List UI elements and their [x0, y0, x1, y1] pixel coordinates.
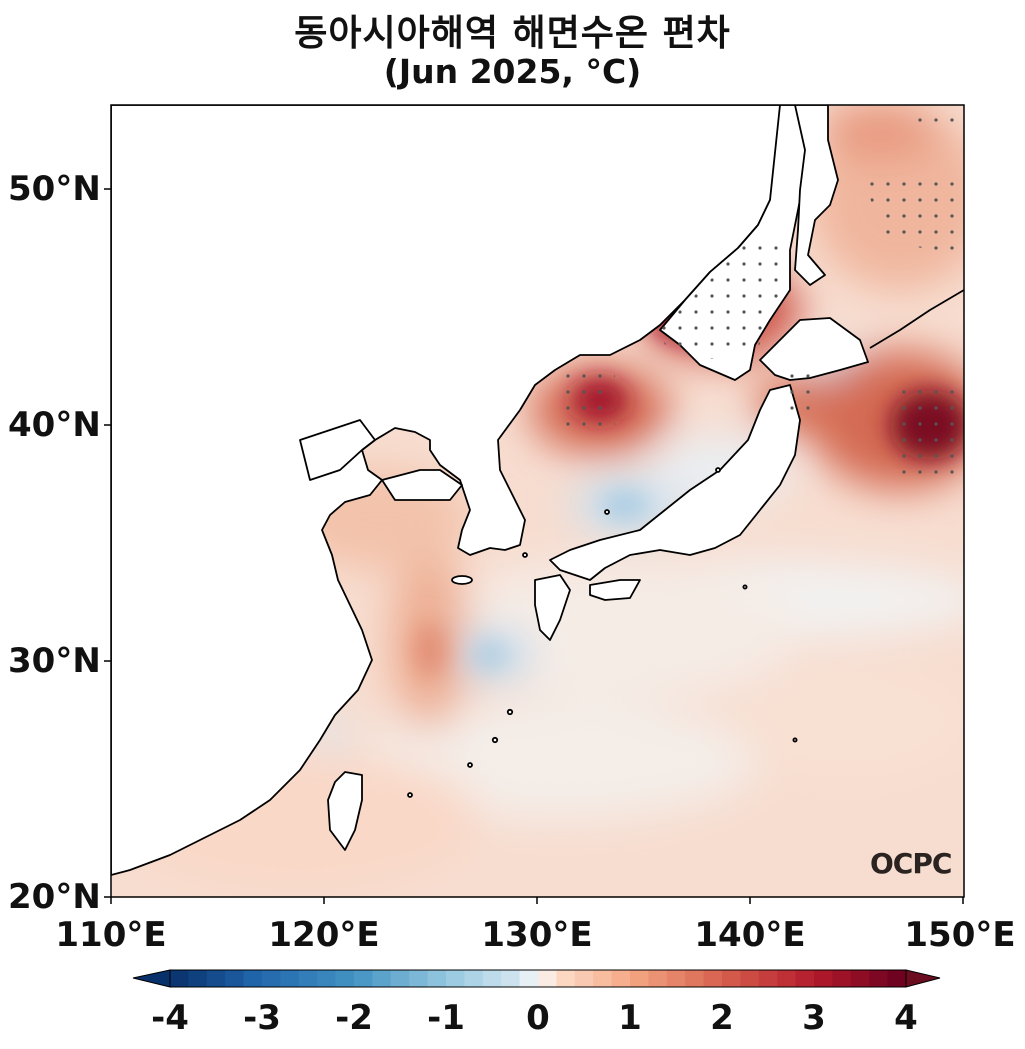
map-title: 동아시아해역 해면수온 편차: [294, 13, 731, 54]
colorbar-cell: [685, 970, 705, 987]
colorbar-cell: [519, 970, 539, 987]
colorbar-cell: [666, 970, 686, 987]
ocpc-logo: OCPC: [870, 847, 952, 880]
colorbar-cell: [832, 970, 852, 987]
colorbar-cell: [758, 970, 778, 987]
colorbar-cell: [574, 970, 594, 987]
colorbar-cell: [262, 970, 281, 987]
colorbar-cell: [556, 970, 576, 987]
colorbar-cell: [188, 970, 208, 987]
colorbar-tick-label: 0: [526, 998, 550, 1038]
colorbar-cell: [409, 970, 429, 987]
colorbar-cell: [648, 970, 668, 987]
colorbar-cell: [593, 970, 613, 987]
colorbar-cell: [538, 970, 557, 987]
lat-tick-label: 50°N: [8, 169, 101, 209]
lon-tick-label: 150°E: [904, 915, 1016, 955]
colorbar-cell: [317, 970, 337, 987]
colorbar-cell: [795, 970, 815, 987]
sst-field: [111, 105, 964, 897]
colorbar-cell: [740, 970, 760, 987]
colorbar-tick-label: -4: [151, 998, 189, 1038]
colorbar-cell: [243, 970, 263, 987]
colorbar-cell: [611, 970, 631, 987]
map-subtitle: (Jun 2025, °C): [383, 52, 642, 91]
lat-tick-label: 20°N: [8, 877, 101, 917]
colorbar-cell: [501, 970, 521, 987]
colorbar-cell: [850, 970, 870, 987]
axis-ticks: [104, 188, 964, 904]
lon-tick-label: 130°E: [481, 915, 593, 955]
colorbar-cell: [482, 970, 502, 987]
colorbar-cell: [464, 970, 484, 987]
lat-tick-label: 40°N: [8, 405, 101, 445]
colorbar-cell: [869, 970, 889, 987]
colorbar-tick-label: 1: [618, 998, 642, 1038]
colorbar-cell: [225, 970, 245, 987]
colorbar-cell: [722, 970, 741, 987]
significance-stippling: [565, 105, 960, 480]
colorbar-cell: [206, 970, 226, 987]
colorbar-tick-label: 4: [894, 998, 918, 1038]
colorbar-tick-label: -1: [427, 998, 465, 1038]
colorbar-cell: [298, 970, 318, 987]
lat-tick-label: 30°N: [8, 641, 101, 681]
colorbar-cell: [427, 970, 447, 987]
lon-tick-label: 120°E: [268, 915, 380, 955]
colorbar-cell: [390, 970, 410, 987]
colorbar-cell: [814, 970, 833, 987]
lon-tick-label: 140°E: [694, 915, 806, 955]
colorbar-tick-label: -2: [335, 998, 373, 1038]
colorbar-cell: [170, 970, 189, 987]
colorbar-tick-label: 2: [710, 998, 734, 1038]
colorbar: [132, 969, 941, 988]
colorbar-cell: [446, 970, 465, 987]
lon-tick-label: 110°E: [55, 915, 167, 955]
colorbar-tick-label: -3: [243, 998, 281, 1038]
colorbar-cell: [703, 970, 723, 987]
colorbar-tick-label: 3: [802, 998, 826, 1038]
colorbar-cell: [630, 970, 649, 987]
colorbar-cell: [372, 970, 392, 987]
colorbar-cell: [777, 970, 797, 987]
colorbar-cell: [335, 970, 355, 987]
colorbar-cell: [280, 970, 300, 987]
colorbar-cell: [354, 970, 373, 987]
colorbar-cell: [887, 970, 907, 987]
